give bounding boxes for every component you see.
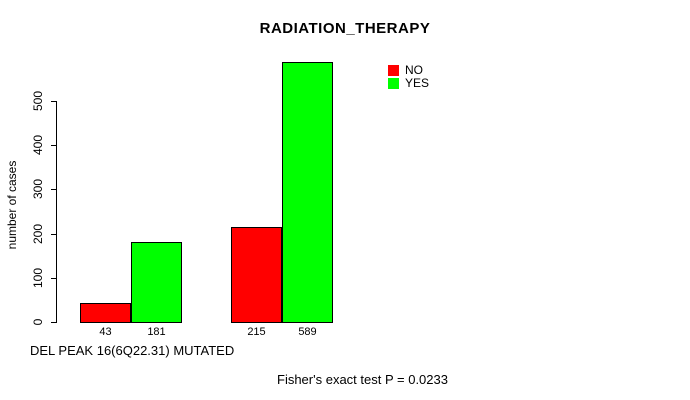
bar-value-label-no-group1: 43 xyxy=(99,326,112,338)
legend-entry-no: NO xyxy=(388,64,429,76)
y-tick-200 xyxy=(51,234,57,235)
y-tick-500 xyxy=(51,101,57,102)
fisher-test-annotation: Fisher's exact test P = 0.0233 xyxy=(277,372,448,387)
legend-swatch-yes xyxy=(388,77,399,89)
y-tick-label-0: 0 xyxy=(31,318,45,326)
bar-value-label-no-group2: 215 xyxy=(247,326,266,338)
bar-yes-group2 xyxy=(282,62,333,323)
bar-no-group1 xyxy=(80,303,131,323)
y-tick-label-300: 300 xyxy=(31,178,45,200)
legend: NO YES xyxy=(388,64,429,89)
y-tick-label-200: 200 xyxy=(31,223,45,245)
y-tick-label-500: 500 xyxy=(31,90,45,112)
legend-label-no: NO xyxy=(405,63,423,77)
legend-label-yes: YES xyxy=(405,76,430,90)
bar-yes-group1 xyxy=(131,242,182,323)
bar-no-group2 xyxy=(231,227,282,323)
y-tick-100 xyxy=(51,278,57,279)
chart-title: RADIATION_THERAPY xyxy=(259,20,431,37)
bar-value-label-yes-group1: 181 xyxy=(147,326,166,338)
y-tick-300 xyxy=(51,189,57,190)
y-axis-line xyxy=(56,101,57,323)
y-axis-label: number of cases xyxy=(5,160,19,250)
y-tick-label-400: 400 xyxy=(31,134,45,156)
x-axis-label: DEL PEAK 16(6Q22.31) MUTATED xyxy=(30,343,235,358)
y-tick-400 xyxy=(51,145,57,146)
bar-value-label-yes-group2: 589 xyxy=(298,326,317,338)
y-tick-label-100: 100 xyxy=(31,267,45,289)
legend-swatch-no xyxy=(388,64,399,76)
y-tick-0 xyxy=(51,322,57,323)
legend-entry-yes: YES xyxy=(388,77,429,89)
